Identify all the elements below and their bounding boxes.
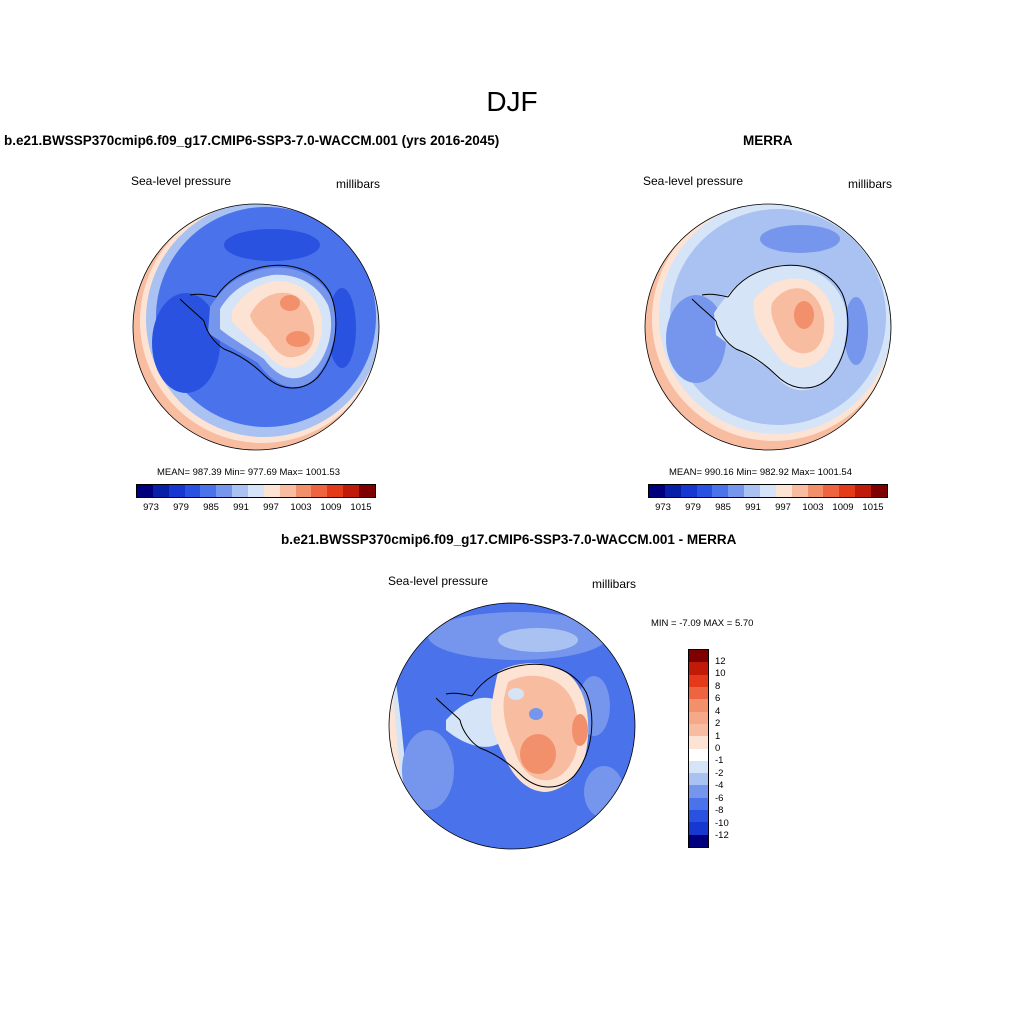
colorbar-swatch: [689, 686, 708, 700]
colorbar-tick-label: 985: [203, 502, 219, 513]
colorbar-swatch: [807, 485, 824, 497]
colorbar-tick-label: 979: [173, 502, 189, 513]
panel-2-stats: MEAN= 990.16 Min= 982.92 Max= 1001.54: [669, 467, 852, 478]
panel-2-colorbar: [648, 484, 888, 498]
colorbar-tick-label: 979: [685, 502, 701, 513]
colorbar-swatch: [689, 650, 708, 663]
panel-3-stats: MIN = -7.09 MAX = 5.70: [651, 618, 754, 629]
colorbar-swatch: [279, 485, 296, 497]
colorbar-swatch: [775, 485, 792, 497]
colorbar-tick-label: 973: [655, 502, 671, 513]
colorbar-tick-label: 10: [715, 668, 726, 679]
colorbar-swatch: [728, 485, 745, 497]
colorbar-swatch: [248, 485, 264, 497]
colorbar-tick-label: 991: [233, 502, 249, 513]
colorbar-swatch: [823, 485, 840, 497]
colorbar-tick-label: 1: [715, 731, 721, 742]
colorbar-tick-label: 997: [775, 502, 791, 513]
panel-3-colorbar: [688, 649, 709, 848]
colorbar-swatch: [871, 485, 887, 497]
colorbar-swatch: [760, 485, 776, 497]
colorbar-tick-label: 985: [715, 502, 731, 513]
figure-title: DJF: [486, 86, 538, 117]
panel-1-units-label: millibars: [336, 177, 381, 191]
colorbar-swatch: [689, 674, 708, 687]
colorbar-tick-label: 973: [143, 502, 159, 513]
colorbar-swatch: [696, 485, 713, 497]
colorbar-tick-label: 4: [715, 706, 721, 717]
colorbar-tick-label: -6: [715, 793, 724, 804]
colorbar-swatch: [680, 485, 697, 497]
colorbar-swatch: [664, 485, 681, 497]
colorbar-swatch: [216, 485, 233, 497]
colorbar-swatch: [689, 797, 708, 811]
colorbar-swatch: [689, 760, 708, 774]
colorbar-swatch: [137, 485, 153, 497]
colorbar-tick-label: 1003: [802, 502, 824, 513]
colorbar-tick-label: 12: [715, 656, 726, 667]
colorbar-swatch: [689, 699, 708, 712]
colorbar-tick-label: 991: [745, 502, 761, 513]
colorbar-swatch: [689, 662, 708, 675]
panel-2-map: [644, 203, 892, 451]
colorbar-swatch: [689, 711, 708, 724]
colorbar-swatch: [689, 723, 708, 737]
colorbar-swatch: [855, 485, 872, 497]
colorbar-tick-label: -8: [715, 805, 724, 816]
panel-1-map: [132, 203, 380, 451]
colorbar-swatch: [184, 485, 201, 497]
colorbar-swatch: [689, 748, 708, 761]
colorbar-swatch: [689, 736, 708, 749]
colorbar-tick-label: 1009: [832, 502, 854, 513]
panel-1-title: b.e21.BWSSP370cmip6.f09_g17.CMIP6-SSP3-7…: [4, 133, 500, 148]
colorbar-swatch: [168, 485, 185, 497]
colorbar-swatch: [712, 485, 729, 497]
colorbar-swatch: [232, 485, 249, 497]
colorbar-swatch: [263, 485, 280, 497]
colorbar-swatch: [152, 485, 169, 497]
colorbar-tick-label: -10: [715, 818, 729, 829]
colorbar-tick-label: 8: [715, 681, 721, 692]
colorbar-swatch: [839, 485, 856, 497]
colorbar-swatch: [791, 485, 808, 497]
colorbar-swatch: [649, 485, 665, 497]
colorbar-swatch: [343, 485, 360, 497]
colorbar-swatch: [689, 773, 708, 786]
colorbar-tick-label: 1003: [290, 502, 312, 513]
colorbar-tick-label: 0: [715, 743, 721, 754]
colorbar-swatch: [200, 485, 217, 497]
panel-2-variable-label: Sea-level pressure: [643, 174, 744, 188]
panel-1-variable-label: Sea-level pressure: [131, 174, 232, 188]
colorbar-swatch: [689, 785, 708, 798]
colorbar-tick-label: 1015: [862, 502, 884, 513]
panel-3-title: b.e21.BWSSP370cmip6.f09_g17.CMIP6-SSP3-7…: [281, 532, 737, 547]
colorbar-tick-label: 2: [715, 718, 721, 729]
colorbar-swatch: [295, 485, 312, 497]
colorbar-swatch: [327, 485, 344, 497]
panel-1-stats: MEAN= 987.39 Min= 977.69 Max= 1001.53: [157, 467, 340, 478]
panel-3-variable-label: Sea-level pressure: [388, 574, 489, 588]
colorbar-tick-label: 1009: [320, 502, 342, 513]
colorbar-tick-label: 997: [263, 502, 279, 513]
panel-1-colorbar: [136, 484, 376, 498]
colorbar-swatch: [689, 822, 708, 835]
colorbar-swatch: [311, 485, 328, 497]
colorbar-tick-label: 1015: [350, 502, 372, 513]
colorbar-swatch: [689, 810, 708, 823]
colorbar-tick-label: -1: [715, 755, 724, 766]
colorbar-swatch: [689, 834, 708, 847]
colorbar-swatch: [359, 485, 375, 497]
colorbar-tick-label: 6: [715, 693, 721, 704]
colorbar-tick-label: -12: [715, 830, 729, 841]
colorbar-tick-label: -4: [715, 780, 724, 791]
panel-3-map: [388, 602, 636, 850]
colorbar-tick-label: -2: [715, 768, 724, 779]
panel-2-title: MERRA: [743, 133, 793, 148]
colorbar-swatch: [744, 485, 761, 497]
panel-3-units-label: millibars: [592, 577, 637, 591]
panel-2-units-label: millibars: [848, 177, 893, 191]
